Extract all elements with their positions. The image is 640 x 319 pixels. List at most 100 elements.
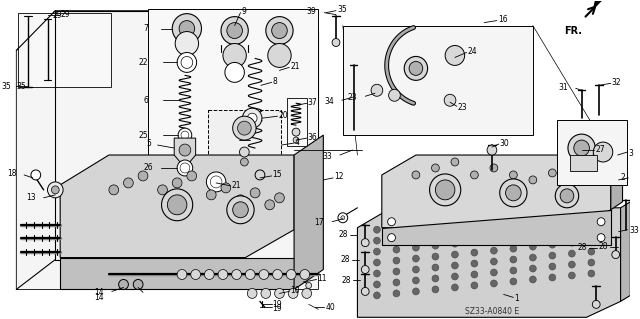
Circle shape bbox=[588, 226, 595, 233]
Circle shape bbox=[221, 183, 231, 193]
Circle shape bbox=[261, 288, 271, 298]
Polygon shape bbox=[16, 11, 319, 289]
Circle shape bbox=[374, 259, 380, 266]
Text: 28: 28 bbox=[598, 242, 608, 251]
Circle shape bbox=[568, 176, 576, 184]
Circle shape bbox=[529, 276, 536, 283]
Circle shape bbox=[568, 134, 595, 162]
Text: 19: 19 bbox=[273, 300, 282, 309]
Circle shape bbox=[451, 273, 458, 280]
Bar bbox=[19, 13, 111, 87]
Bar bbox=[570, 155, 597, 171]
Circle shape bbox=[175, 32, 198, 56]
Circle shape bbox=[490, 269, 497, 276]
Circle shape bbox=[177, 160, 193, 176]
Circle shape bbox=[597, 218, 605, 226]
Text: 14: 14 bbox=[95, 293, 104, 302]
Circle shape bbox=[191, 270, 200, 279]
Circle shape bbox=[179, 21, 195, 37]
Circle shape bbox=[271, 23, 287, 39]
Circle shape bbox=[431, 164, 439, 172]
Circle shape bbox=[451, 262, 458, 269]
Circle shape bbox=[206, 172, 226, 192]
Circle shape bbox=[393, 290, 400, 297]
Circle shape bbox=[529, 243, 536, 250]
Circle shape bbox=[338, 213, 348, 223]
Text: 10: 10 bbox=[290, 286, 300, 295]
Circle shape bbox=[549, 219, 556, 226]
Text: 29: 29 bbox=[60, 10, 70, 19]
Circle shape bbox=[393, 279, 400, 286]
Polygon shape bbox=[60, 155, 294, 257]
Circle shape bbox=[187, 171, 196, 181]
Circle shape bbox=[490, 236, 497, 243]
Circle shape bbox=[109, 185, 118, 195]
Text: 28: 28 bbox=[338, 230, 348, 239]
Polygon shape bbox=[611, 148, 623, 210]
Circle shape bbox=[393, 257, 400, 264]
Circle shape bbox=[393, 246, 400, 253]
Circle shape bbox=[409, 62, 423, 75]
Bar bbox=[287, 98, 307, 146]
Circle shape bbox=[470, 171, 478, 179]
Circle shape bbox=[243, 108, 262, 128]
Text: 24: 24 bbox=[468, 47, 477, 56]
Circle shape bbox=[223, 43, 246, 67]
Circle shape bbox=[221, 17, 248, 45]
Text: 28: 28 bbox=[341, 276, 351, 285]
Circle shape bbox=[233, 116, 256, 140]
Bar bbox=[343, 26, 533, 135]
Circle shape bbox=[413, 244, 419, 251]
Text: 23: 23 bbox=[458, 103, 467, 112]
Text: 15: 15 bbox=[273, 170, 282, 179]
Circle shape bbox=[451, 158, 459, 166]
Circle shape bbox=[245, 270, 255, 279]
Text: 9: 9 bbox=[241, 7, 246, 16]
Circle shape bbox=[172, 178, 182, 188]
Circle shape bbox=[181, 131, 189, 139]
Circle shape bbox=[413, 255, 419, 262]
Circle shape bbox=[471, 249, 478, 256]
Circle shape bbox=[374, 281, 380, 288]
Circle shape bbox=[133, 279, 143, 289]
Circle shape bbox=[560, 189, 574, 203]
Circle shape bbox=[549, 252, 556, 259]
Circle shape bbox=[451, 284, 458, 291]
Circle shape bbox=[471, 260, 478, 267]
Circle shape bbox=[237, 121, 252, 135]
Circle shape bbox=[138, 171, 148, 181]
Circle shape bbox=[548, 169, 556, 177]
Circle shape bbox=[275, 193, 284, 203]
Circle shape bbox=[490, 280, 497, 287]
Circle shape bbox=[362, 265, 369, 273]
Circle shape bbox=[471, 282, 478, 289]
Circle shape bbox=[413, 233, 419, 240]
Circle shape bbox=[233, 202, 248, 218]
Circle shape bbox=[588, 270, 595, 277]
Circle shape bbox=[451, 218, 458, 225]
Text: 40: 40 bbox=[325, 303, 335, 312]
Circle shape bbox=[393, 268, 400, 275]
Circle shape bbox=[471, 238, 478, 245]
Text: 33: 33 bbox=[323, 152, 332, 160]
Text: 1: 1 bbox=[515, 294, 519, 303]
Circle shape bbox=[444, 94, 456, 106]
Text: 29: 29 bbox=[52, 11, 62, 20]
Circle shape bbox=[471, 227, 478, 234]
Polygon shape bbox=[594, 0, 605, 8]
Circle shape bbox=[597, 234, 605, 241]
Circle shape bbox=[250, 188, 260, 198]
Circle shape bbox=[178, 128, 192, 142]
Circle shape bbox=[225, 63, 244, 82]
Circle shape bbox=[275, 288, 284, 298]
Polygon shape bbox=[382, 155, 611, 228]
Text: 35: 35 bbox=[16, 82, 26, 91]
Circle shape bbox=[124, 178, 133, 188]
Circle shape bbox=[393, 224, 400, 231]
Circle shape bbox=[266, 17, 293, 45]
Circle shape bbox=[432, 286, 439, 293]
Circle shape bbox=[293, 137, 299, 143]
Circle shape bbox=[177, 52, 196, 72]
Circle shape bbox=[549, 263, 556, 270]
Circle shape bbox=[612, 251, 620, 259]
